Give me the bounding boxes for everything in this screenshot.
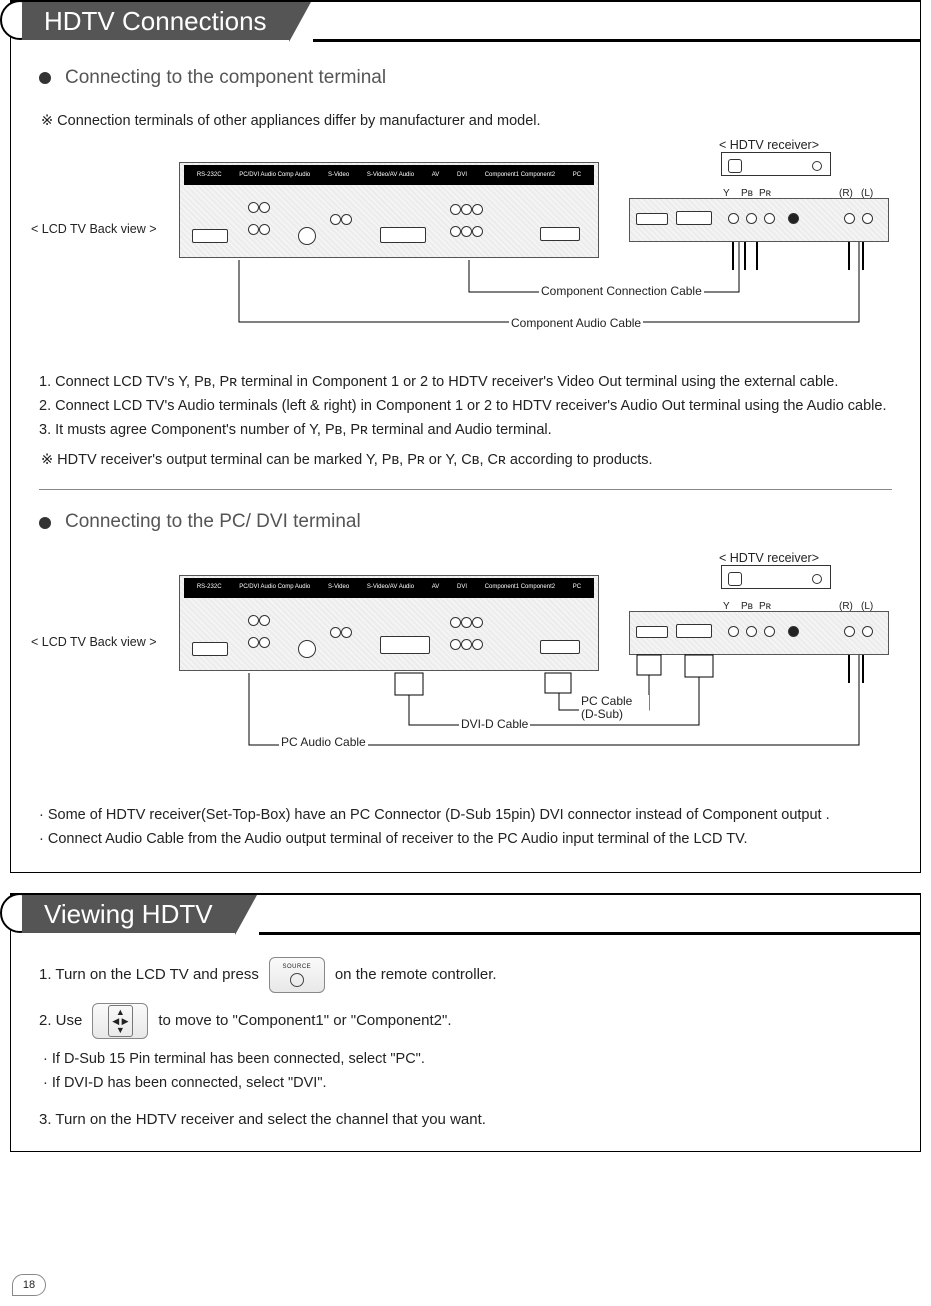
recv-jack-r bbox=[844, 213, 855, 224]
step-1: 1. Connect LCD TV's Y, Pʙ, Pʀ terminal i… bbox=[39, 372, 892, 394]
receiver-back-panel bbox=[629, 611, 889, 655]
nav-arrows-button-icon: ▲ ◀ ▶ ▼ bbox=[92, 1003, 148, 1039]
bullet-dvi: If DVI-D has been connected, select "DVI… bbox=[43, 1073, 892, 1095]
step2-text-a: 2. Use bbox=[39, 1010, 82, 1033]
note-a: Some of HDTV receiver(Set-Top-Box) have … bbox=[39, 805, 892, 827]
source-button-icon: SOURCE bbox=[269, 957, 325, 993]
recv-pr-label: Pʀ bbox=[759, 186, 771, 201]
recv-port-dvi bbox=[676, 211, 712, 225]
bullet-pc: If D-Sub 15 Pin terminal has been connec… bbox=[43, 1049, 892, 1071]
lcd-back-panel: RS-232C PC/DVI Audio Comp Audio S-Video … bbox=[179, 575, 599, 671]
recv-y-label: Y bbox=[723, 186, 730, 201]
pc-dvi-connection-diagram: < LCD TV Back view > < HDTV receiver> RS… bbox=[39, 555, 899, 785]
recv-jack-pb bbox=[746, 213, 757, 224]
viewing-bullets: If D-Sub 15 Pin terminal has been connec… bbox=[43, 1049, 892, 1095]
step1-text-b: on the remote controller. bbox=[335, 964, 497, 987]
cable-label-dvi-d: DVI-D Cable bbox=[459, 715, 530, 733]
pc-dvi-notes: Some of HDTV receiver(Set-Top-Box) have … bbox=[39, 805, 892, 851]
section-header: Viewing HDTV bbox=[11, 893, 920, 933]
section-title: HDTV Connections bbox=[22, 2, 289, 40]
step1-text-a: 1. Turn on the LCD TV and press bbox=[39, 964, 259, 987]
lcd-back-panel: RS-232C PC/DVI Audio Comp Audio S-Video … bbox=[179, 162, 599, 258]
hdtv-connections-section: HDTV Connections Connecting to the compo… bbox=[10, 0, 921, 873]
port-svideo bbox=[298, 640, 316, 658]
port-component-group bbox=[450, 614, 483, 658]
port-label-strip: RS-232C PC/DVI Audio Comp Audio S-Video … bbox=[184, 165, 594, 185]
hdtv-receiver-box bbox=[721, 152, 831, 176]
port-label-strip: RS-232C PC/DVI Audio Comp Audio S-Video … bbox=[184, 578, 594, 598]
recv-port-dsub bbox=[636, 626, 668, 638]
viewing-step-3: 3. Turn on the HDTV receiver and select … bbox=[39, 1109, 892, 1132]
hdtv-receiver-box bbox=[721, 565, 831, 589]
viewing-step-2: 2. Use ▲ ◀ ▶ ▼ to move to "Component1" o… bbox=[39, 1003, 892, 1039]
cable-label-pc-audio: PC Audio Cable bbox=[279, 733, 368, 751]
port-rs232 bbox=[192, 642, 228, 656]
port-audio-group bbox=[248, 199, 270, 243]
bullet-icon bbox=[39, 517, 51, 529]
note-b: Connect Audio Cable from the Audio outpu… bbox=[39, 829, 892, 851]
port-dvi bbox=[380, 227, 426, 243]
step-3: 3. It musts agree Component's number of … bbox=[39, 420, 892, 442]
cable-label-component-connection: Component Connection Cable bbox=[539, 282, 704, 300]
port-dvi bbox=[380, 636, 430, 654]
recv-l-label: (L) bbox=[861, 186, 873, 201]
recv-jack-pr bbox=[764, 213, 775, 224]
receiver-back-panel bbox=[629, 198, 889, 242]
note-terminals: ※ Connection terminals of other applianc… bbox=[41, 111, 892, 133]
recv-port-dvi bbox=[676, 624, 712, 638]
subheading-component: Connecting to the component terminal bbox=[39, 64, 892, 93]
recv-pb-label: Pʙ bbox=[741, 186, 753, 201]
recv-jack-extra bbox=[788, 213, 799, 224]
page-number: 18 bbox=[12, 1274, 46, 1296]
port-pc bbox=[540, 227, 580, 241]
port-svideo bbox=[298, 227, 316, 245]
recv-jack-l bbox=[862, 213, 873, 224]
lcd-back-label: < LCD TV Back view > bbox=[31, 220, 157, 239]
viewing-hdtv-section: Viewing HDTV 1. Turn on the LCD TV and p… bbox=[10, 893, 921, 1152]
step2-text-b: to move to "Component1" or "Component2". bbox=[158, 1010, 451, 1033]
port-component-group bbox=[450, 201, 483, 245]
recv-port-dsub bbox=[636, 213, 668, 225]
recv-r-label: (R) bbox=[839, 186, 853, 201]
port-av-audio bbox=[330, 624, 352, 646]
note-receiver-marks: ※ HDTV receiver's output terminal can be… bbox=[41, 450, 892, 472]
lcd-back-label: < LCD TV Back view > bbox=[31, 633, 157, 652]
port-rs232 bbox=[192, 229, 228, 243]
cable-label-pc-dsub: PC Cable (D-Sub) bbox=[579, 695, 649, 721]
component-steps: 1. Connect LCD TV's Y, Pʙ, Pʀ terminal i… bbox=[39, 372, 892, 441]
viewing-step-1: 1. Turn on the LCD TV and press SOURCE o… bbox=[39, 957, 892, 993]
port-pc bbox=[540, 640, 580, 654]
bullet-icon bbox=[39, 72, 51, 84]
divider bbox=[39, 489, 892, 490]
step-2: 2. Connect LCD TV's Audio terminals (lef… bbox=[39, 396, 892, 418]
subheading-pc-dvi: Connecting to the PC/ DVI terminal bbox=[39, 508, 892, 537]
component-connection-diagram: < LCD TV Back view > < HDTV receiver> RS… bbox=[39, 142, 899, 352]
subheading-text: Connecting to the component terminal bbox=[65, 64, 386, 93]
recv-jack-y bbox=[728, 213, 739, 224]
port-av-audio bbox=[330, 211, 352, 233]
section-header: HDTV Connections bbox=[11, 0, 920, 40]
section-title: Viewing HDTV bbox=[22, 895, 235, 933]
cable-label-component-audio: Component Audio Cable bbox=[509, 314, 643, 332]
port-audio-group bbox=[248, 612, 270, 656]
subheading-text: Connecting to the PC/ DVI terminal bbox=[65, 508, 361, 537]
